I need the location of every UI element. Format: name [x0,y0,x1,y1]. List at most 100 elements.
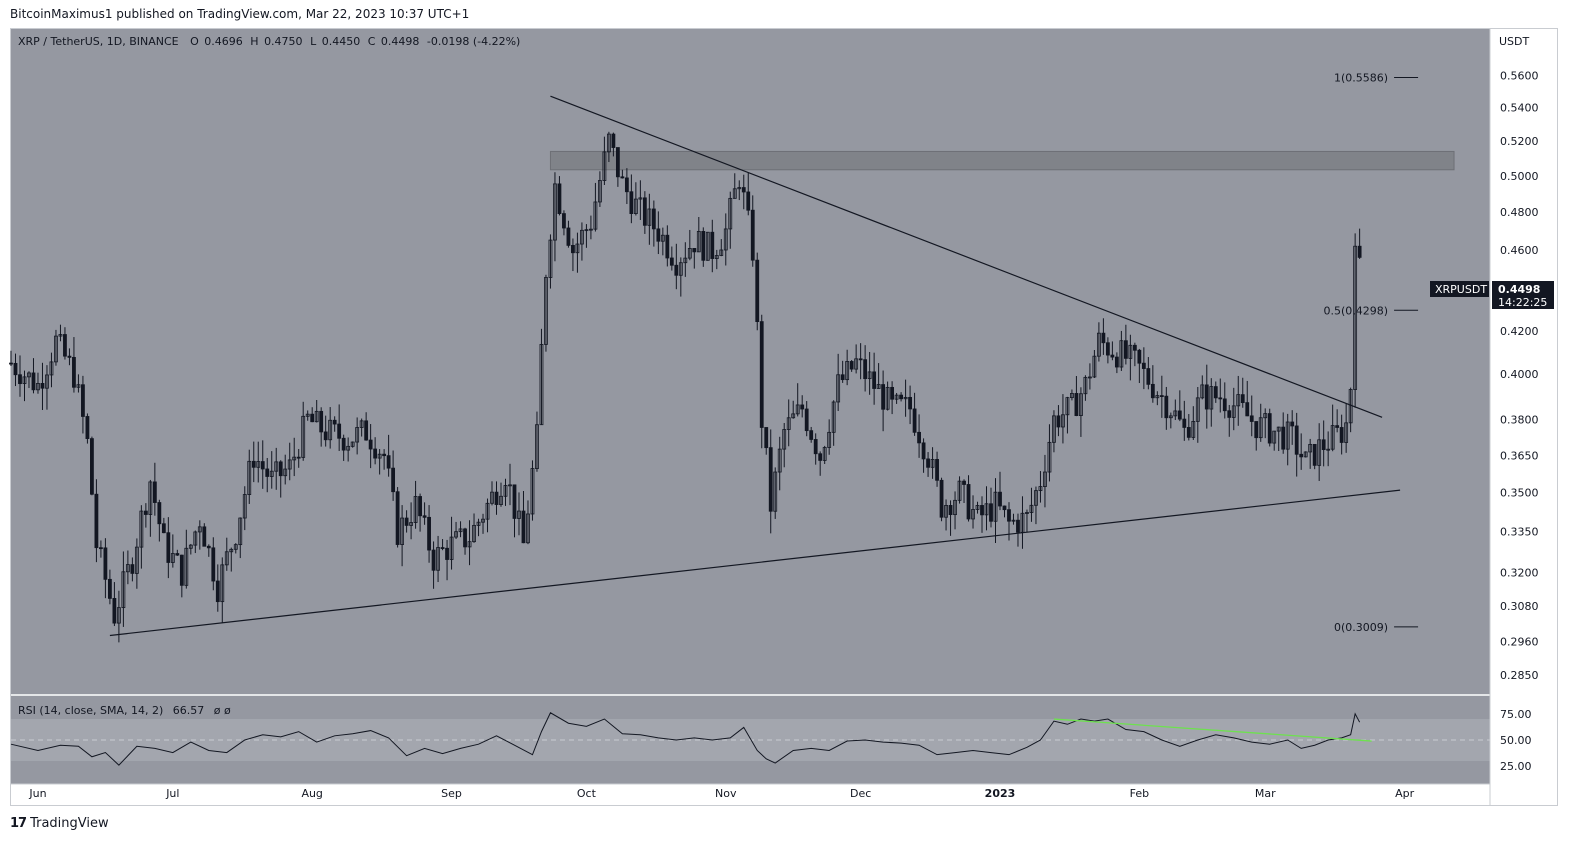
candle-down [1002,505,1007,511]
price-tag-countdown: 14:22:25 [1498,296,1547,309]
candle-up [314,410,319,423]
candle-up [346,445,351,451]
resistance-zone[interactable] [549,150,1455,171]
candle-down [368,439,373,450]
candle-down [260,461,265,470]
price-tick-label: 0.2850 [1500,669,1539,682]
candle-up [867,371,872,380]
candle-down [989,503,993,522]
candle-down [746,191,751,211]
candle-up [584,229,589,232]
candle-up [301,415,306,458]
candle-down [624,177,629,193]
candle-up [548,239,553,278]
candle-down [373,448,378,459]
candle-down [90,438,94,495]
candle-up [1088,376,1092,379]
candle-down [759,321,764,428]
candle-up [233,544,238,550]
candle-down [1137,349,1142,364]
price-pane-background [11,29,1490,694]
candle-down [615,147,620,178]
candle-down [917,431,921,444]
candle-down [1222,398,1227,412]
candle-up [508,484,512,487]
candle-down [1159,395,1164,397]
candle-down [1290,421,1295,427]
candle-down [206,545,211,549]
candle-up [723,228,728,251]
candle-up [1353,245,1358,390]
candle-up [1236,394,1241,407]
candle-down [382,453,387,457]
candle-up [589,228,593,231]
candle-down [1177,410,1182,420]
last-price-tag[interactable]: XRPUSDT 0.4498 14:22:25 [1430,281,1554,309]
candle-down [800,404,805,410]
candle-up [660,234,665,242]
candle-down [948,505,953,516]
time-tick-label: Sep [441,787,462,800]
candle-down [669,257,674,266]
candle-up [1079,393,1083,416]
candle-up [134,546,139,574]
candle-up [58,334,63,337]
price-tick-label: 0.5200 [1500,135,1539,148]
candle-up [930,459,935,468]
candle-up [606,133,611,153]
candle-up [193,531,198,546]
candle-down [427,516,431,551]
time-tick-label: Feb [1130,787,1149,800]
candle-up [458,528,463,533]
candle-up [1119,340,1124,368]
change-value: -0.0198 (-4.22%) [427,35,520,48]
trendline-ascending-support [109,489,1401,637]
candle-up [728,197,733,230]
candle-down [445,547,449,560]
candle-down [1110,354,1115,358]
rsi-tick-label: 25.00 [1500,760,1532,773]
candle-up [638,197,643,200]
candle-up [714,255,719,259]
candle-up [125,564,130,573]
price-tick-label: 0.4800 [1500,206,1539,219]
candle-up [170,553,175,563]
rsi-axis[interactable]: 75.00 50.00 25.00 [1500,708,1532,773]
candle-up [1344,422,1349,443]
candle-up [1326,448,1331,451]
tradingview-logo-text: TradingView [30,816,109,831]
candle-down [1249,415,1254,422]
trendlines-layer [109,95,1401,637]
time-tick-label: Aug [301,787,322,800]
candle-down [701,231,706,261]
candle-down [1132,344,1137,351]
price-axis[interactable]: 0.5600 0.5400 0.5200 0.5000 0.4800 0.4600 0.42… [1500,69,1539,682]
candle-down [1105,342,1110,356]
candle-down [18,374,22,385]
candle-up [773,471,778,512]
candle-up [791,413,796,419]
high-label: H [250,35,258,48]
candle-down [512,484,517,519]
candle-up [544,277,548,345]
candle-down [1146,368,1151,385]
candle-up [1029,504,1034,513]
candle-down [395,491,400,545]
candle-down [63,334,67,357]
candle-up [993,491,998,522]
candle-down [1294,425,1299,455]
candle-up [1308,443,1313,453]
candle-down [1007,509,1011,522]
high-value: 0.4750 [264,35,303,48]
tradingview-logo[interactable]: 17 TradingView [10,816,109,831]
candle-up [269,470,274,477]
time-axis[interactable]: Jun Jul Aug Sep Oct Nov Dec 2023 Feb Mar Apr [28,787,1414,800]
candle-up [242,494,247,519]
candle-down [332,419,337,425]
rsi-divergence-line[interactable] [1053,718,1372,742]
candle-down [1213,386,1218,399]
candle-up [499,495,503,505]
price-tick-label: 0.3500 [1500,487,1539,500]
candle-up [1303,451,1308,458]
